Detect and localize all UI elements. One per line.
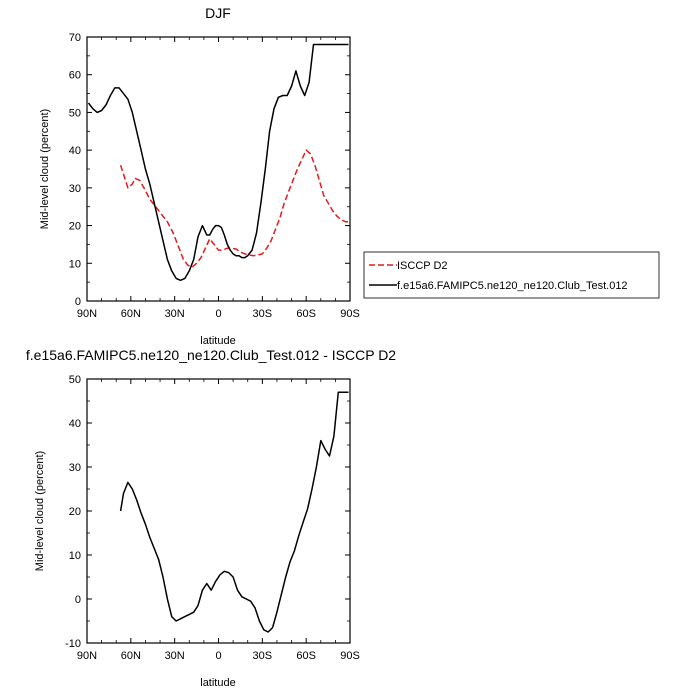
series-line-2 — [87, 43, 349, 282]
bottom-panel-series — [119, 391, 349, 633]
top-panel-frame — [86, 36, 351, 302]
x-tick-label: 60N — [121, 308, 141, 320]
bottom-panel: f.e15a6.FAMIPC5.ne120_ne120.Club_Test.01… — [26, 347, 396, 689]
x-tick-label: 90S — [340, 308, 360, 320]
y-tick-label: 10 — [69, 550, 81, 562]
x-tick-label: 30N — [165, 650, 185, 662]
x-tick-label: 0 — [215, 650, 221, 662]
bottom-panel-ylabel: Mid-level cloud (percent) — [34, 451, 46, 571]
top-panel-series — [87, 43, 349, 282]
y-tick-label: 50 — [69, 374, 81, 386]
x-tick-label: 0 — [215, 308, 221, 320]
series-line-1 — [119, 391, 349, 633]
top-panel-title: DJF — [205, 5, 231, 21]
bottom-panel-xlabel: latitude — [200, 677, 235, 689]
top-panel-ylabel: Mid-level cloud (percent) — [39, 109, 51, 229]
x-tick-label: 90N — [77, 650, 97, 662]
y-tick-label: 0 — [75, 296, 81, 308]
y-tick-label: -10 — [65, 638, 81, 650]
x-tick-label: 90N — [77, 308, 97, 320]
top-panel: DJF 90N 60N 30N 0 30S 60S 90S 0 10 20 30 40 50 60 70 l… — [39, 5, 360, 347]
y-tick-label: 10 — [69, 258, 81, 270]
y-tick-label: 70 — [69, 32, 81, 44]
x-tick-label: 60S — [296, 650, 316, 662]
y-tick-label: 30 — [69, 183, 81, 195]
y-tick-label: 50 — [69, 107, 81, 119]
x-tick-label: 90S — [340, 650, 360, 662]
top-panel-ticks: 90N 60N 30N 0 30S 60S 90S 0 10 20 30 40 50 60 70 — [69, 32, 360, 320]
y-tick-label: 30 — [69, 462, 81, 474]
x-tick-label: 60S — [296, 308, 316, 320]
legend: ISCCP D2 f.e15a6.FAMIPC5.ne120_ne120.Clu… — [363, 251, 660, 299]
y-tick-label: 40 — [69, 418, 81, 430]
x-tick-label: 60N — [121, 650, 141, 662]
top-panel-xlabel: latitude — [200, 335, 235, 347]
legend-label-isccp: ISCCP D2 — [397, 260, 448, 272]
bottom-panel-ticks: 90N 60N 30N 0 30S 60S 90S -10 0 10 20 30 40 50 — [65, 374, 360, 662]
bottom-panel-title: f.e15a6.FAMIPC5.ne120_ne120.Club_Test.01… — [26, 347, 396, 363]
bottom-panel-frame — [86, 378, 351, 644]
y-tick-label: 0 — [75, 594, 81, 606]
series-line-1 — [119, 149, 349, 268]
y-tick-label: 20 — [69, 506, 81, 518]
y-tick-label: 20 — [69, 221, 81, 233]
x-tick-label: 30N — [165, 308, 185, 320]
x-tick-label: 30S — [253, 650, 273, 662]
y-tick-label: 60 — [69, 70, 81, 82]
legend-label-model: f.e15a6.FAMIPC5.ne120_ne120.Club_Test.01… — [397, 280, 628, 292]
y-tick-label: 40 — [69, 145, 81, 157]
x-tick-label: 30S — [253, 308, 273, 320]
legend-box — [363, 251, 660, 299]
